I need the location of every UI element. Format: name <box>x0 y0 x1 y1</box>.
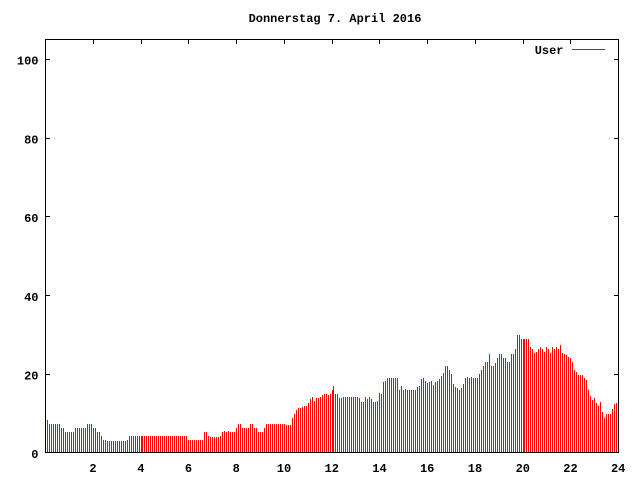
svg-text:16: 16 <box>420 462 434 476</box>
svg-text:4: 4 <box>137 462 144 476</box>
svg-text:6: 6 <box>185 462 192 476</box>
svg-text:40: 40 <box>24 291 38 305</box>
svg-text:18: 18 <box>468 462 482 476</box>
svg-text:100: 100 <box>17 55 39 69</box>
svg-text:2: 2 <box>89 462 96 476</box>
svg-text:20: 20 <box>24 370 38 384</box>
svg-text:20: 20 <box>516 462 530 476</box>
svg-text:8: 8 <box>233 462 240 476</box>
svg-text:80: 80 <box>24 133 38 147</box>
svg-text:14: 14 <box>372 462 386 476</box>
svg-text:10: 10 <box>277 462 291 476</box>
svg-text:24: 24 <box>611 462 625 476</box>
svg-text:12: 12 <box>325 462 339 476</box>
svg-text:User: User <box>535 44 564 58</box>
svg-text:22: 22 <box>563 462 577 476</box>
svg-text:60: 60 <box>24 212 38 226</box>
svg-text:Donnerstag 7. April 2016: Donnerstag 7. April 2016 <box>249 12 422 26</box>
svg-text:0: 0 <box>31 448 38 462</box>
